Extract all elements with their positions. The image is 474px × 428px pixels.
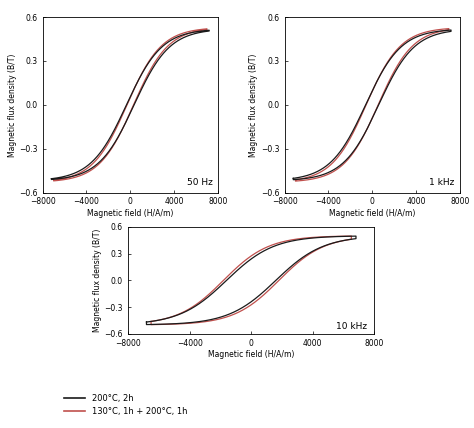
Y-axis label: Magnetic flux density (B/T): Magnetic flux density (B/T)	[249, 53, 258, 157]
X-axis label: Magnetic field (H/A/m): Magnetic field (H/A/m)	[329, 209, 415, 218]
Text: 1 kHz: 1 kHz	[429, 178, 455, 187]
Y-axis label: Magnetic flux density (B/T): Magnetic flux density (B/T)	[8, 53, 17, 157]
X-axis label: Magnetic field (H/A/m): Magnetic field (H/A/m)	[87, 209, 173, 218]
Text: 10 kHz: 10 kHz	[336, 321, 367, 331]
Text: 50 Hz: 50 Hz	[187, 178, 213, 187]
X-axis label: Magnetic field (H/A/m): Magnetic field (H/A/m)	[208, 351, 294, 360]
Y-axis label: Magnetic flux density (B/T): Magnetic flux density (B/T)	[93, 229, 102, 332]
Legend: 200°C, 2h, 130°C, 1h + 200°C, 1h: 200°C, 2h, 130°C, 1h + 200°C, 1h	[61, 391, 191, 419]
